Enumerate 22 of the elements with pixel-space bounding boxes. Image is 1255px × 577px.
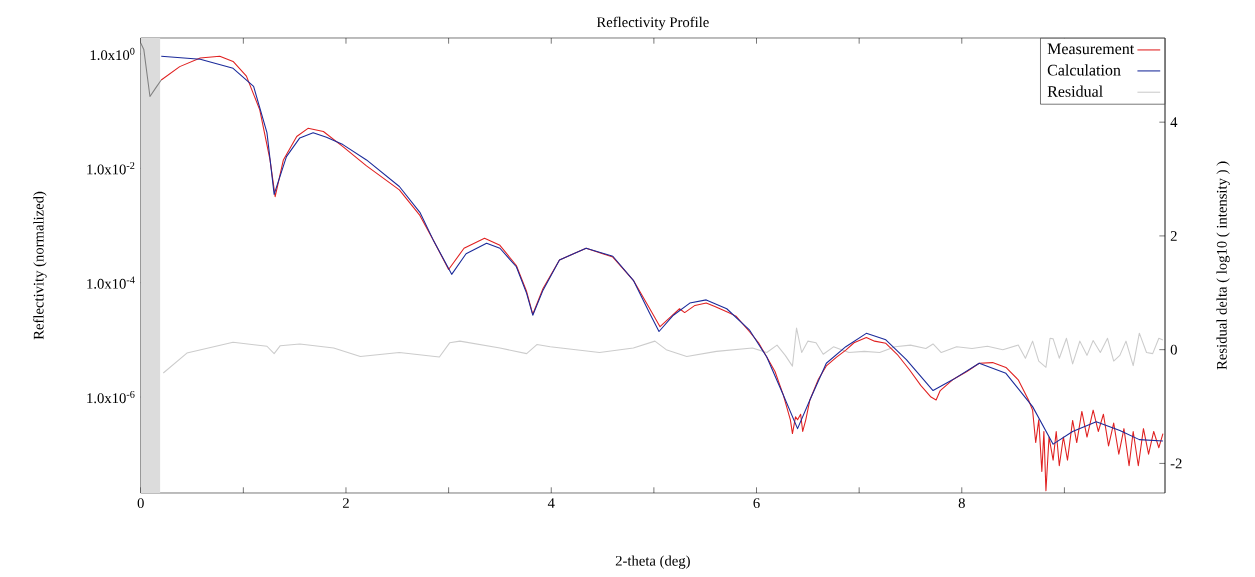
x-tick-label: 4 <box>547 498 555 508</box>
x-tick-label: 0 <box>137 498 144 509</box>
x-axis-title: 2-theta (deg) <box>615 555 690 569</box>
y2-tick-label: 4 <box>1170 117 1178 127</box>
y-tick-label: 1.0x10$^{0}$ <box>90 47 135 61</box>
y2-tick-label: -2 <box>1170 458 1182 469</box>
legend-label: Calculation <box>1047 64 1121 76</box>
x-tick-label: 2 <box>342 498 349 508</box>
y-axis-title: Reflectivity (normalized) <box>33 191 47 340</box>
legend-label: Measurement <box>1047 43 1135 55</box>
chart-title: Reflectivity Profile <box>596 16 709 31</box>
y-tick-label: 1.0x10$^{-4}$ <box>87 276 135 289</box>
line-series <box>140 42 162 98</box>
legend-label: Residual <box>1047 85 1103 97</box>
y-tick-label: 1.0x10$^{-2}$ <box>87 162 135 175</box>
y2-tick-label: 2 <box>1170 231 1177 241</box>
line-series <box>162 327 1164 374</box>
y2-tick-label: 0 <box>1170 344 1177 355</box>
x-tick-label: 6 <box>753 498 760 508</box>
x-tick-label: 8 <box>958 498 965 509</box>
y-tick-label: 1.0x10$^{-6}$ <box>87 390 135 404</box>
y2-axis-title: Residual delta ( log10 ( intensity ) ) <box>1216 161 1230 370</box>
